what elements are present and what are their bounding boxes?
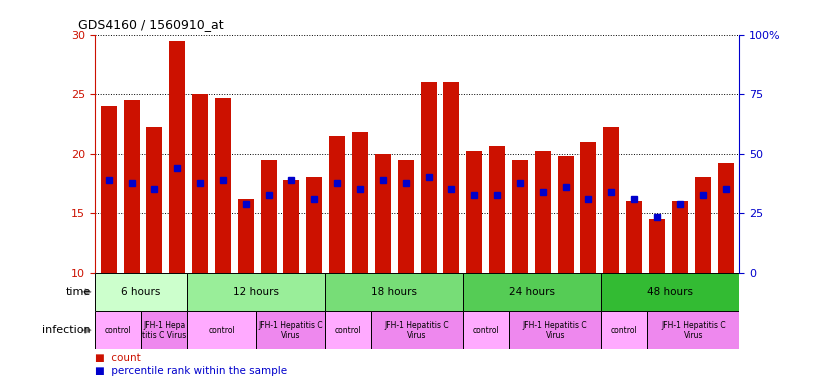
Bar — [444, 82, 459, 273]
Text: control: control — [611, 326, 638, 335]
Bar — [463, 311, 509, 349]
Bar — [695, 177, 710, 273]
Bar — [256, 311, 325, 349]
Bar — [420, 82, 437, 273]
Bar — [558, 156, 573, 273]
Bar — [283, 180, 300, 273]
Bar — [187, 273, 325, 311]
Bar — [95, 311, 141, 349]
Text: 12 hours: 12 hours — [233, 287, 279, 297]
Bar — [648, 311, 739, 349]
Text: JFH-1 Hepa
titis C Virus: JFH-1 Hepa titis C Virus — [142, 321, 186, 340]
Bar — [672, 201, 688, 273]
Bar — [146, 127, 163, 273]
Text: JFH-1 Hepatitis C
Virus: JFH-1 Hepatitis C Virus — [523, 321, 587, 340]
Text: JFH-1 Hepatitis C
Virus: JFH-1 Hepatitis C Virus — [661, 321, 725, 340]
Text: control: control — [335, 326, 362, 335]
Bar — [509, 311, 601, 349]
Text: 6 hours: 6 hours — [121, 287, 161, 297]
Bar — [466, 151, 482, 273]
Bar — [581, 142, 596, 273]
Bar — [95, 273, 187, 311]
Bar — [141, 311, 187, 349]
Bar — [325, 311, 371, 349]
Bar — [325, 273, 463, 311]
Text: control: control — [208, 326, 235, 335]
Bar — [601, 273, 739, 311]
Text: infection: infection — [42, 325, 91, 335]
Text: GDS4160 / 1560910_at: GDS4160 / 1560910_at — [78, 18, 224, 31]
Bar — [192, 94, 208, 273]
Text: ■  count: ■ count — [95, 353, 140, 362]
Bar — [101, 106, 116, 273]
Bar — [306, 177, 322, 273]
Bar — [375, 154, 391, 273]
Bar — [397, 159, 414, 273]
Text: 18 hours: 18 hours — [371, 287, 417, 297]
Bar — [489, 146, 505, 273]
Bar — [603, 127, 620, 273]
Text: control: control — [472, 326, 500, 335]
Bar — [330, 136, 345, 273]
Bar — [718, 163, 733, 273]
Bar — [352, 132, 368, 273]
Bar — [649, 219, 665, 273]
Bar — [463, 273, 601, 311]
Text: time: time — [65, 287, 91, 297]
Bar — [626, 201, 642, 273]
Bar — [261, 159, 277, 273]
Bar — [512, 159, 528, 273]
Bar — [238, 199, 254, 273]
Bar — [534, 151, 551, 273]
Text: JFH-1 Hepatitis C
Virus: JFH-1 Hepatitis C Virus — [259, 321, 323, 340]
Text: 24 hours: 24 hours — [509, 287, 555, 297]
Bar — [187, 311, 256, 349]
Text: control: control — [105, 326, 131, 335]
Text: ■  percentile rank within the sample: ■ percentile rank within the sample — [95, 366, 287, 376]
Bar — [124, 100, 140, 273]
Text: 48 hours: 48 hours — [648, 287, 693, 297]
Bar — [169, 40, 185, 273]
Bar — [601, 311, 648, 349]
Text: JFH-1 Hepatitis C
Virus: JFH-1 Hepatitis C Virus — [385, 321, 449, 340]
Bar — [371, 311, 463, 349]
Bar — [215, 98, 231, 273]
